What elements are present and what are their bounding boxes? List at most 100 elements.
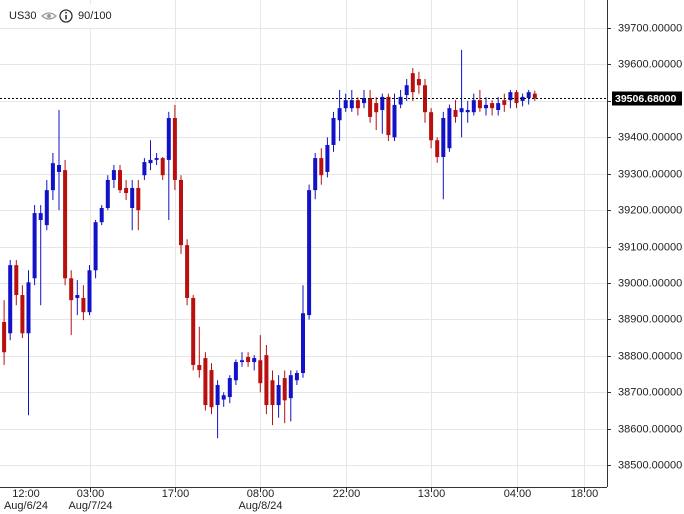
- x-tick-label: 12:00: [12, 488, 40, 500]
- candle-body: [477, 100, 482, 109]
- y-tick-label: 39700.00000: [618, 22, 682, 34]
- eye-icon: [41, 12, 57, 20]
- x-tick-label: 17:00: [162, 488, 190, 500]
- x-tick-label: 22:00: [333, 488, 361, 500]
- candles: [2, 49, 537, 439]
- candle-body: [179, 179, 183, 246]
- candle-body: [380, 96, 385, 111]
- candle-body: [490, 103, 495, 109]
- candle-body: [514, 92, 519, 104]
- candle-body: [532, 93, 537, 99]
- info-icon: [59, 9, 73, 23]
- candle-body: [154, 158, 159, 160]
- candle-body: [404, 85, 409, 96]
- candle-body: [398, 96, 403, 105]
- last-price-label: 39506.68000: [615, 93, 676, 105]
- candle-body: [124, 187, 129, 194]
- candle-body: [2, 321, 7, 353]
- candle-body: [368, 97, 373, 117]
- x-tick-label: 04:00: [504, 488, 532, 500]
- candle-body: [233, 362, 238, 381]
- candle-body: [459, 108, 464, 113]
- candle-body: [392, 104, 397, 138]
- candle-body: [276, 385, 281, 406]
- x-date-label: Aug/7/24: [68, 500, 112, 512]
- candle-body: [240, 360, 244, 363]
- candle-body: [20, 295, 25, 334]
- candle-body: [191, 297, 196, 365]
- candle-body: [331, 118, 336, 145]
- header-bg: [0, 4, 118, 28]
- candle-body: [319, 158, 324, 176]
- y-tick-label: 38900.00000: [618, 313, 682, 325]
- candle-body: [221, 395, 226, 400]
- candle-body: [63, 170, 68, 279]
- candle-body: [26, 282, 31, 334]
- y-tick-label: 39200.00000: [618, 204, 682, 216]
- candle-body: [136, 187, 141, 211]
- candle-body: [520, 96, 525, 101]
- candle-body: [99, 207, 104, 223]
- candle-body: [160, 158, 165, 176]
- candle-body: [246, 356, 251, 363]
- candle-body: [197, 364, 202, 371]
- candle-body: [32, 213, 37, 279]
- candle-body: [81, 297, 86, 313]
- candle-body: [130, 187, 135, 208]
- candle-body: [465, 110, 470, 113]
- y-tick-label: 39000.00000: [618, 277, 682, 289]
- candle-body: [313, 158, 318, 191]
- candle-body: [148, 159, 153, 164]
- candle-body: [252, 358, 257, 363]
- candle-body: [209, 370, 214, 408]
- candle-body: [484, 104, 488, 109]
- candle-body: [38, 213, 43, 221]
- candle-body: [453, 110, 458, 117]
- candle-body: [50, 163, 55, 191]
- candle-body: [343, 100, 348, 109]
- y-tick-label: 39600.00000: [618, 58, 682, 70]
- y-tick-label: 38700.00000: [618, 386, 682, 398]
- y-tick-label: 38500.00000: [618, 459, 682, 471]
- x-tick-label: 13:00: [418, 488, 446, 500]
- candle-body: [57, 165, 61, 172]
- x-date-label: Aug/8/24: [238, 500, 282, 512]
- y-tick-label: 39100.00000: [618, 241, 682, 253]
- candle-body: [307, 190, 312, 316]
- candle-body: [410, 73, 415, 93]
- candle-body: [44, 190, 49, 226]
- candle-body: [416, 79, 421, 86]
- candle-body: [355, 100, 360, 109]
- candle-body: [69, 278, 74, 301]
- candle-body: [288, 375, 293, 399]
- candle-body: [166, 118, 171, 160]
- candle-body: [111, 170, 116, 180]
- candle-body: [386, 96, 391, 136]
- candle-body: [93, 222, 98, 271]
- candle-body: [325, 144, 330, 172]
- candle-body: [75, 295, 80, 298]
- candle-body: [172, 118, 177, 180]
- candle-body: [496, 103, 501, 111]
- x-tick-label: 08:00: [247, 488, 275, 500]
- grid: [0, 0, 607, 487]
- candle-body: [264, 355, 269, 406]
- candle-body: [435, 140, 440, 157]
- x-tick-label: 03:00: [77, 488, 105, 500]
- candle-body: [294, 372, 299, 381]
- candle-body: [270, 380, 275, 406]
- candle-body: [258, 360, 263, 384]
- x-date-label: Aug/6/24: [4, 500, 48, 512]
- symbol: US30: [9, 10, 37, 22]
- candle-body: [441, 118, 446, 157]
- candle-body: [215, 385, 220, 406]
- candle-body: [203, 358, 208, 406]
- candle-body: [105, 179, 110, 208]
- candle-body: [142, 162, 147, 176]
- candle-body: [118, 170, 122, 191]
- candle-body: [87, 270, 92, 313]
- candle-body: [526, 92, 531, 98]
